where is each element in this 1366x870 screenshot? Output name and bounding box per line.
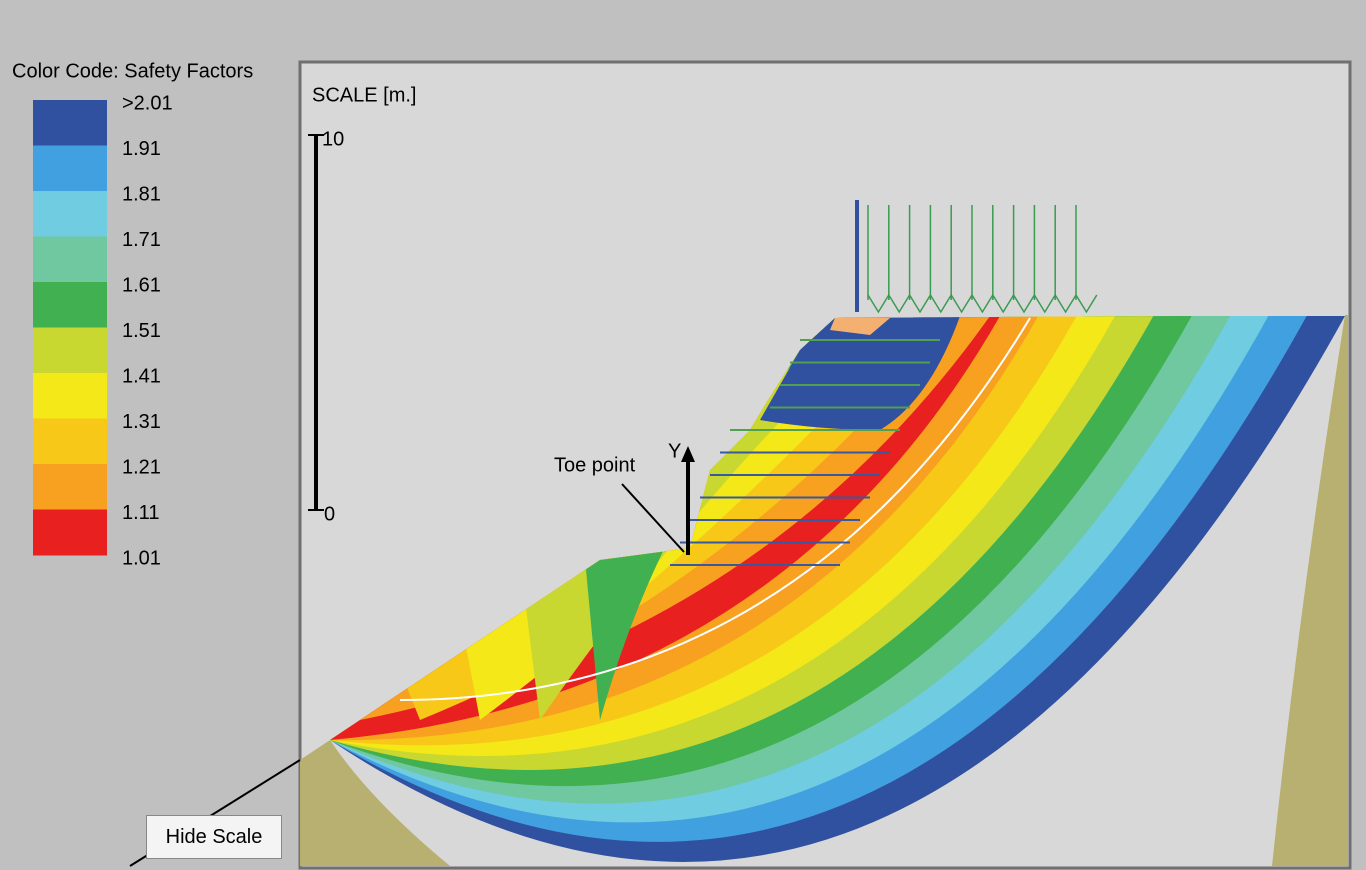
legend-swatch <box>33 237 107 283</box>
legend-swatch <box>33 100 107 146</box>
legend-label: 1.61 <box>122 274 161 296</box>
legend-label: 1.21 <box>122 456 161 478</box>
legend-label: 1.81 <box>122 183 161 205</box>
legend-swatch <box>33 510 107 556</box>
legend-swatch <box>33 373 107 419</box>
toe-label: Toe point <box>554 454 636 476</box>
legend-label: 1.11 <box>122 502 159 524</box>
legend-swatch <box>33 146 107 192</box>
scale-title: SCALE [m.] <box>312 84 416 106</box>
legend-swatch <box>33 464 107 510</box>
legend-swatch <box>33 282 107 328</box>
legend-label: 1.71 <box>122 229 161 251</box>
legend-swatch <box>33 328 107 374</box>
screen: 10 0 SCALE [m.] Y Toe point Color Code: … <box>0 0 1366 870</box>
page: 10 0 SCALE [m.] Y Toe point Color Code: … <box>0 0 1366 870</box>
scale-top: 10 <box>322 128 344 150</box>
y-label: Y <box>668 440 681 462</box>
legend-label: 1.51 <box>122 320 161 342</box>
legend-label: 1.31 <box>122 411 161 433</box>
legend-label: 1.01 <box>122 547 161 569</box>
legend-swatch <box>33 419 107 465</box>
legend-label: >2.01 <box>122 92 173 114</box>
scale-bottom: 0 <box>324 503 335 525</box>
hide-scale-button[interactable]: Hide Scale <box>146 815 282 859</box>
legend-label: 1.91 <box>122 138 161 160</box>
legend-title: Color Code: Safety Factors <box>12 60 253 82</box>
legend-swatch <box>33 191 107 237</box>
legend-label: 1.41 <box>122 365 161 387</box>
